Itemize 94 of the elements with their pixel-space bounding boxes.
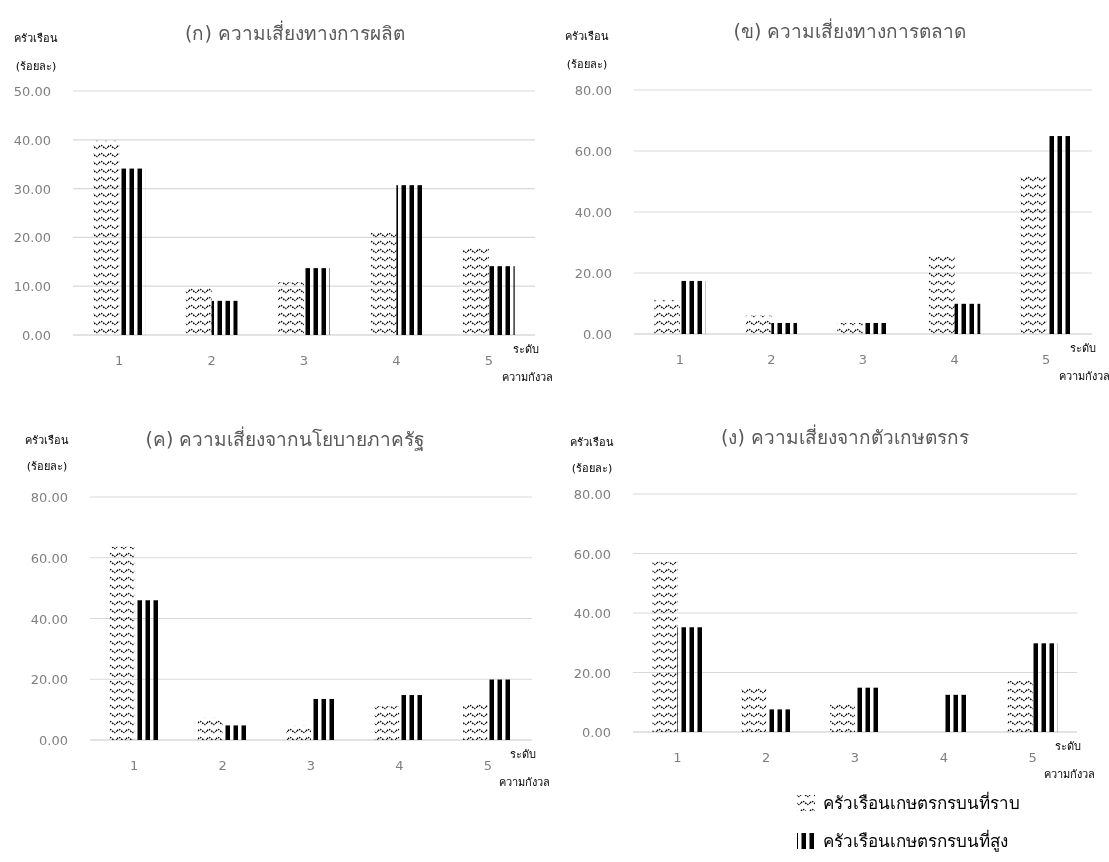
x-tick-label: 5	[484, 353, 493, 368]
y-tick-label: 60.00	[574, 144, 612, 159]
bar	[399, 695, 425, 740]
y-tick-label: 0.00	[39, 733, 68, 748]
y-axis-title: ครัวเรือน (ร้อยละ)	[25, 434, 69, 473]
bar	[1007, 680, 1033, 732]
x-tick-label: 1	[675, 352, 684, 367]
y-tick-label: 0.00	[583, 327, 612, 342]
bar	[766, 709, 792, 732]
x-tick-label: 1	[130, 758, 139, 773]
x-tick-label: 4	[950, 352, 959, 367]
text: ระดับ ความกังวล	[1059, 342, 1109, 383]
chart-title: (ค) ความเสี่ยงจากนโยบายภาครัฐ	[145, 426, 425, 451]
bar	[370, 232, 397, 335]
bar	[487, 679, 513, 740]
x-tick-label: 5	[483, 758, 492, 773]
bar	[830, 702, 855, 732]
y-tick-label: 80.00	[30, 490, 68, 505]
bar	[109, 546, 135, 740]
x-tick-label: 3	[306, 758, 316, 773]
bar	[93, 140, 120, 335]
text: ระดับ ความกังวล	[1044, 740, 1095, 781]
x-tick-label: 1	[673, 750, 682, 765]
y-tick-label: 0.00	[582, 725, 611, 740]
text: ระดับ ความกังวล	[502, 343, 553, 384]
y-tick-label: 40.00	[13, 132, 51, 148]
bar	[311, 698, 336, 740]
x-tick-label: 4	[939, 750, 948, 765]
bar	[741, 687, 767, 732]
x-tick-label: 2	[218, 758, 227, 773]
bar	[463, 703, 488, 740]
y-tick-label: 10.00	[13, 279, 51, 295]
bar	[679, 280, 706, 334]
bar	[677, 627, 703, 732]
bar	[197, 717, 223, 740]
y-tick-label: 80.00	[574, 83, 612, 98]
bar	[119, 168, 146, 335]
bar	[745, 315, 772, 334]
bar	[211, 300, 238, 335]
y-tick-label: 60.00	[573, 546, 611, 562]
bar	[304, 268, 330, 335]
legend-label: ครัวเรือนเกษตรกรบนที่สูง	[823, 829, 1008, 852]
chart-title: (ก) ความเสี่ยงทางการผลิต	[185, 20, 405, 44]
bar	[654, 300, 680, 334]
bar	[1020, 174, 1047, 334]
x-tick-label: 4	[392, 353, 401, 368]
bar	[396, 185, 423, 335]
bar	[374, 706, 400, 740]
bar	[134, 600, 159, 740]
y-tick-label: 40.00	[30, 611, 68, 627]
text: ระดับ ความกังวล	[499, 748, 550, 789]
x-tick-label: 2	[762, 750, 771, 765]
bar	[462, 247, 489, 335]
bar	[837, 323, 863, 334]
y-axis-title: ครัวเรือน (ร้อยละ)	[570, 436, 614, 475]
bar	[863, 323, 889, 334]
y-tick-label: 40.00	[574, 205, 612, 220]
y-tick-label: 20.00	[573, 665, 611, 681]
chart-title: (ข) ความเสี่ยงทางการตลาด	[733, 18, 967, 42]
legend-label: ครัวเรือนเกษตรกรบนที่ราบ	[823, 791, 1020, 813]
bar	[222, 725, 248, 740]
x-tick-label: 2	[767, 352, 776, 367]
x-tick-label: 3	[858, 352, 868, 367]
y-tick-label: 40.00	[573, 606, 611, 621]
bar	[488, 266, 515, 335]
x-tick-label: 2	[207, 353, 216, 368]
y-tick-label: 60.00	[30, 550, 68, 566]
x-tick-label: 3	[850, 750, 860, 765]
bar	[954, 303, 981, 334]
y-tick-label: 50.00	[13, 84, 51, 99]
bar	[1046, 136, 1072, 334]
y-tick-label: 20.00	[574, 266, 612, 281]
y-tick-label: 20.00	[30, 672, 68, 688]
text: ครัวเรือน (ร้อยละ)	[14, 32, 58, 73]
bar	[855, 687, 880, 732]
bar	[928, 254, 955, 334]
bar	[185, 286, 212, 335]
y-tick-label: 20.00	[13, 230, 51, 246]
bar	[1032, 643, 1058, 732]
y-tick-label: 30.00	[13, 181, 51, 197]
y-tick-label: 0.00	[22, 328, 51, 343]
x-tick-label: 5	[1028, 750, 1037, 765]
x-tick-label: 5	[1042, 352, 1051, 367]
y-tick-label: 80.00	[573, 487, 611, 502]
bar	[771, 323, 798, 334]
text: ครัวเรือน (ร้อยละ)	[565, 30, 609, 71]
x-tick-label: 4	[395, 758, 404, 773]
x-tick-label: 3	[299, 353, 309, 368]
chart-title: (ง) ความเสี่ยงจากตัวเกษตรกร	[721, 424, 969, 448]
x-tick-label: 1	[115, 353, 124, 368]
bar	[286, 725, 311, 740]
bar	[652, 561, 678, 732]
bar	[278, 282, 304, 335]
bar	[943, 694, 969, 732]
